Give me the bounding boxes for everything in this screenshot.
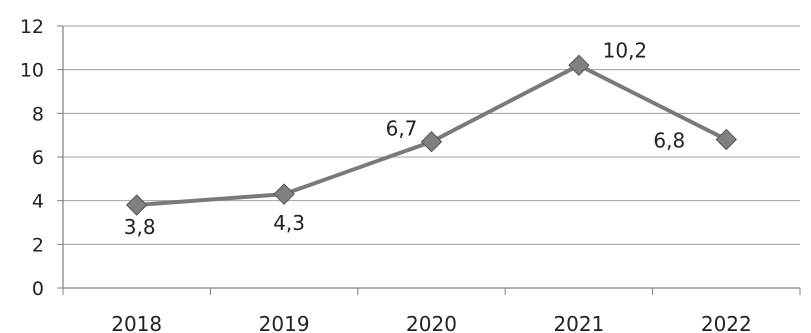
data-markers: [125, 54, 738, 216]
data-point-2022: [715, 128, 738, 151]
data-label-2019: 4,3: [273, 211, 305, 235]
x-tick-labels: 2018 2019 2020 2021 2022: [111, 312, 752, 333]
data-point-2021: [568, 54, 590, 77]
y-tick-label-0: 0: [32, 278, 44, 300]
y-tick-label-4: 4: [32, 191, 44, 213]
x-tick-label-2021: 2021: [553, 312, 604, 333]
y-tick-label-10: 10: [20, 60, 44, 82]
data-label-2018: 3,8: [124, 215, 156, 239]
x-tick-label-2020: 2020: [406, 312, 457, 333]
x-tick-label-2022: 2022: [701, 312, 752, 333]
data-point-2018: [125, 194, 148, 216]
axes: [57, 25, 801, 295]
x-tick-label-2018: 2018: [111, 312, 162, 333]
y-tick-label-6: 6: [32, 147, 44, 169]
y-tick-label-2: 2: [32, 234, 44, 256]
data-label-2021: 10,2: [603, 38, 648, 62]
x-tick-label-2019: 2019: [259, 312, 310, 333]
data-labels: 3,8 4,3 6,7 10,2 6,8: [124, 38, 685, 239]
data-point-2020: [420, 131, 443, 153]
data-label-2022: 6,8: [653, 129, 685, 153]
data-label-2020: 6,7: [386, 117, 418, 141]
y-tick-labels: 0 2 4 6 8 10 12: [20, 16, 44, 300]
y-tick-label-12: 12: [20, 16, 44, 38]
data-point-2019: [273, 183, 295, 205]
y-tick-label-8: 8: [32, 103, 44, 125]
